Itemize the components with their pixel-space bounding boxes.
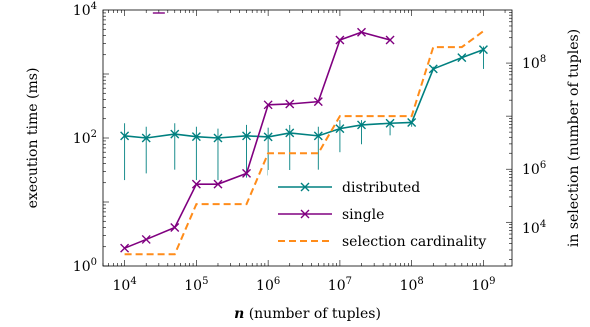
x-axis-label-variable: n	[234, 306, 244, 322]
data-point	[385, 35, 395, 45]
x-tick-label-base: 10	[471, 278, 489, 294]
data-point	[335, 35, 345, 45]
data-point	[170, 129, 180, 139]
data-point	[242, 131, 252, 141]
y-tick-label-exp: 4	[91, 1, 97, 12]
y2-axis-label: in selection (number of tuples)	[566, 29, 582, 247]
y-tick-label: 104	[73, 1, 97, 19]
data-point	[478, 45, 488, 55]
y-tick-label: 100	[73, 257, 97, 275]
x-tick-label: 108	[400, 276, 424, 294]
legend-label: single	[342, 207, 384, 223]
legend-entry: selection cardinality	[278, 234, 486, 250]
x-tick-label: 106	[256, 276, 280, 294]
series-line	[124, 30, 485, 256]
data-point	[313, 131, 323, 141]
x-axis-label-text: (number of tuples)	[244, 306, 381, 322]
legend-marker	[300, 182, 310, 192]
x-tick-label-base: 10	[400, 278, 418, 294]
x-tick-label-base: 10	[184, 278, 202, 294]
data-point	[191, 132, 201, 142]
x-tick-label-exp: 6	[274, 276, 280, 287]
legend-marker	[300, 209, 310, 219]
series-distributed	[120, 45, 488, 181]
axis-labels: n (number of tuples) execution time (ms)…	[25, 29, 582, 322]
y2-tick-label-exp: 8	[540, 54, 546, 65]
data-point	[213, 133, 223, 143]
legend-label: distributed	[342, 180, 420, 196]
data-point	[141, 234, 151, 244]
y2-tick-label-base: 10	[522, 162, 540, 178]
x-tick-label-base: 10	[113, 278, 131, 294]
legend: distributed single selection cardinality	[268, 170, 496, 256]
data-point	[120, 131, 130, 141]
y-tick-label-exp: 0	[91, 257, 97, 268]
x-axis-label: n (number of tuples)	[234, 306, 381, 322]
x-tick-label-base: 10	[256, 278, 274, 294]
y2-tick-label: 106	[522, 160, 546, 178]
data-point	[428, 64, 438, 74]
data-point	[335, 124, 345, 134]
data-point	[457, 53, 467, 63]
series-line	[124, 31, 391, 249]
data-point	[213, 179, 223, 189]
major-ticks	[103, 10, 512, 267]
data-point	[263, 100, 273, 110]
y2-tick-label-base: 10	[522, 221, 540, 237]
data-point	[170, 222, 180, 232]
x-tick-label: 109	[471, 276, 495, 294]
y-tick-label-base: 10	[73, 3, 91, 19]
y2-tick-label-exp: 4	[540, 219, 546, 230]
data-point	[285, 128, 295, 138]
y2-tick-label: 108	[522, 54, 546, 72]
y-axis-label: execution time (ms)	[25, 68, 41, 209]
y-tick-label-base: 10	[73, 131, 91, 147]
y2-tick-label-exp: 6	[540, 160, 546, 171]
y-tick-label: 102	[73, 129, 97, 147]
x-tick-label-exp: 8	[417, 276, 423, 287]
data-point	[263, 132, 273, 142]
data-point	[141, 133, 151, 143]
y2-tick-label: 104	[522, 219, 546, 237]
x-tick-label: 105	[184, 276, 208, 294]
y2-tick-label-base: 10	[522, 56, 540, 72]
data-point	[242, 168, 252, 178]
series-line	[124, 48, 484, 139]
y-tick-label-base: 10	[73, 259, 91, 275]
data-point	[313, 97, 323, 107]
x-tick-label-exp: 5	[202, 276, 208, 287]
y-tick-label-exp: 2	[91, 129, 97, 140]
series-layer	[120, 12, 488, 256]
series-selection-cardinality	[124, 30, 485, 256]
x-tick-label-exp: 7	[346, 276, 352, 287]
legend-label: selection cardinality	[342, 234, 486, 250]
data-point	[120, 243, 130, 253]
data-point	[357, 27, 367, 37]
legend-entry: single	[278, 207, 384, 223]
x-tick-label: 107	[328, 276, 352, 294]
x-tick-label-base: 10	[328, 278, 346, 294]
legend-entry: distributed	[278, 180, 420, 196]
x-tick-label-exp: 4	[130, 276, 136, 287]
data-point	[357, 120, 367, 130]
data-point	[191, 179, 201, 189]
data-point	[385, 118, 395, 128]
x-tick-label: 104	[113, 276, 137, 294]
minor-ticks	[102, 10, 512, 266]
series-single	[120, 27, 395, 253]
x-tick-label-exp: 9	[489, 276, 495, 287]
data-point	[407, 117, 417, 127]
data-point	[285, 99, 295, 109]
